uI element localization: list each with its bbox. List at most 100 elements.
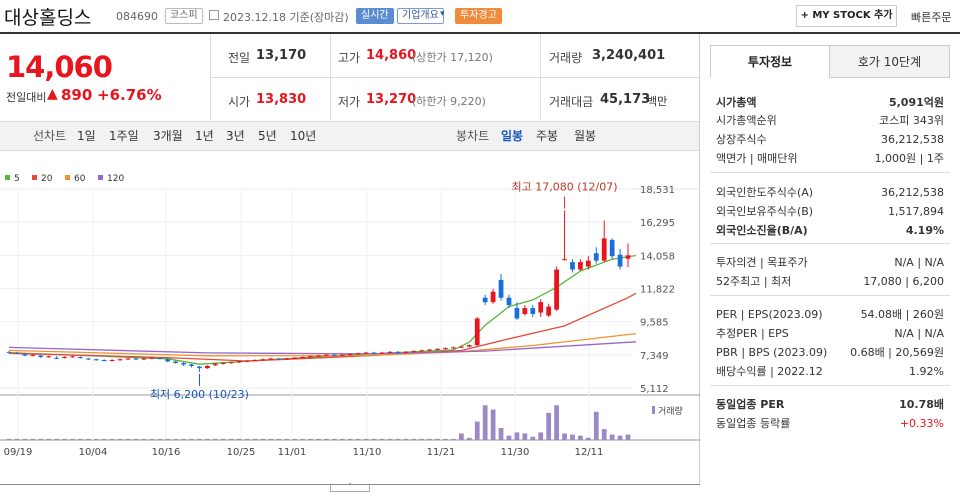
candle-body [260, 359, 266, 361]
candle-period-weekly[interactable]: 주봉 [536, 129, 559, 143]
info-row: 외국인보유주식수(B) 1,517,894 [716, 202, 944, 221]
volume-bar [546, 412, 552, 440]
current-price: 14,060 [6, 50, 113, 84]
volume-bar [601, 429, 607, 440]
volume-bar [228, 438, 234, 440]
candle-body [347, 354, 353, 356]
line-period-5y[interactable]: 5년 [258, 129, 277, 143]
prev-close-value: 13,170 [256, 48, 307, 63]
line-period-1w[interactable]: 1주일 [109, 129, 139, 143]
info-row-value: 36,212,538 [881, 133, 944, 146]
candle-body [141, 358, 147, 360]
volume-bar [379, 438, 385, 440]
volume-bar [93, 438, 99, 440]
volume-bar [617, 435, 623, 440]
stock-header: 대상홀딩스 084690 코스피 2023.12.18 기준(장마감) 실시간 … [0, 0, 960, 32]
candle-body [419, 350, 425, 352]
info-row: 외국인한도주식수(A) 36,212,538 [716, 183, 944, 202]
line-period-1d[interactable]: 1일 [77, 129, 96, 143]
info-row: 배당수익률 | 2022.12 1.92% [716, 362, 944, 381]
info-row-value: 4.19% [905, 224, 944, 237]
line-period-3y[interactable]: 3년 [226, 129, 245, 143]
quick-order-link[interactable]: 빠른주문 [911, 11, 952, 24]
line-period-10y[interactable]: 10년 [290, 129, 317, 143]
x-tick-label: 10/16 [152, 447, 181, 458]
volume-bar [458, 433, 464, 440]
volume-bar [355, 438, 361, 440]
volume-legend-label: 거래량 [658, 405, 683, 417]
volume-bar [173, 438, 179, 440]
volume-bar [292, 438, 298, 440]
candle-body [339, 354, 345, 356]
candle-body [482, 297, 488, 303]
volume-bar [593, 411, 599, 440]
company-overview-button[interactable]: 기업개요 [397, 8, 444, 24]
add-mystock-button[interactable]: + MY STOCK 추가 [796, 5, 897, 27]
tab-invest-info[interactable]: 투자정보 [710, 45, 830, 78]
volume-bar [78, 438, 83, 440]
candle-body [212, 363, 218, 366]
volume-bar [538, 432, 544, 440]
volume-bar [570, 434, 575, 440]
tab-orderbook[interactable]: 호가 10단계 [829, 45, 950, 78]
candle-body [363, 352, 369, 354]
candle-body [125, 358, 131, 360]
volume-bar [371, 438, 377, 440]
candle-body [109, 360, 115, 362]
info-row-value: 코스피 343위 [879, 114, 944, 127]
change-label: 전일대비 [6, 91, 47, 104]
amount-unit: 백만 [647, 95, 668, 108]
candle-body [189, 364, 194, 366]
realtime-button[interactable]: 실시간 [356, 8, 394, 24]
chart-right-border [699, 34, 700, 484]
volume-bar [403, 438, 409, 440]
ma-legend-label: 60 [74, 174, 86, 184]
candle-period-daily[interactable]: 일봉 [501, 129, 524, 143]
candle-body [585, 260, 591, 267]
info-row: 투자의견 | 목표주가 N/A | N/A [716, 253, 944, 272]
line-period-3m[interactable]: 3개월 [153, 129, 183, 143]
investment-info-panel: 투자정보 호가 10단계 시가총액 5,091억원 시가총액순위 코스피 343위 상장… [710, 45, 950, 500]
candle-body [228, 362, 234, 364]
bottom-divider [0, 484, 700, 485]
candle-body [443, 348, 448, 350]
volume-bar [85, 438, 91, 440]
candle-body [284, 358, 290, 360]
candle-body [308, 356, 313, 358]
company-name: 대상홀딩스 [4, 7, 92, 29]
volume-bar [165, 438, 171, 440]
volume-bar [276, 438, 282, 440]
volume-bar [141, 438, 147, 440]
scroll-handle[interactable]: ⌃ [330, 483, 370, 492]
invest-warning-badge[interactable]: 투자경고 [455, 8, 502, 24]
info-row-label: 시가총액 [716, 96, 757, 109]
line-period-1y[interactable]: 1년 [195, 129, 214, 143]
candle-body [530, 308, 536, 315]
volume-bar [554, 405, 559, 440]
info-row-label: 시가총액순위 [716, 114, 777, 127]
x-tick-label: 11/01 [278, 447, 307, 458]
volume-bar [62, 438, 67, 440]
stock-chart[interactable]: 5 20 60 120 최고 17,080 (12/07) 최저 6,200 (10/2… [0, 152, 700, 482]
candle-body [14, 352, 20, 354]
volume-bar [585, 437, 591, 440]
ma-legend-label: 20 [41, 174, 53, 184]
candle-body [157, 357, 163, 359]
info-row-label: 액면가 | 매매단위 [716, 152, 798, 165]
candle-body [466, 345, 472, 347]
candle-body [411, 351, 417, 353]
volume-bar [316, 438, 321, 440]
volume-bar [22, 438, 28, 440]
candle-body [85, 358, 91, 360]
info-row-label: PER | EPS(2023.09) [716, 308, 823, 321]
info-row: 동일업종 등락률 +0.33% [716, 414, 944, 433]
info-row-label: 동일업종 등락률 [716, 417, 791, 430]
y-tick-label: 5,112 [640, 384, 669, 395]
section-divider [710, 243, 950, 244]
volume-bar [197, 438, 202, 440]
volume-bar [562, 433, 567, 440]
candle-period-monthly[interactable]: 월봉 [574, 129, 597, 143]
candle-body [205, 365, 210, 369]
volume-bar [212, 438, 218, 440]
y-tick-label: 11,822 [640, 284, 675, 295]
